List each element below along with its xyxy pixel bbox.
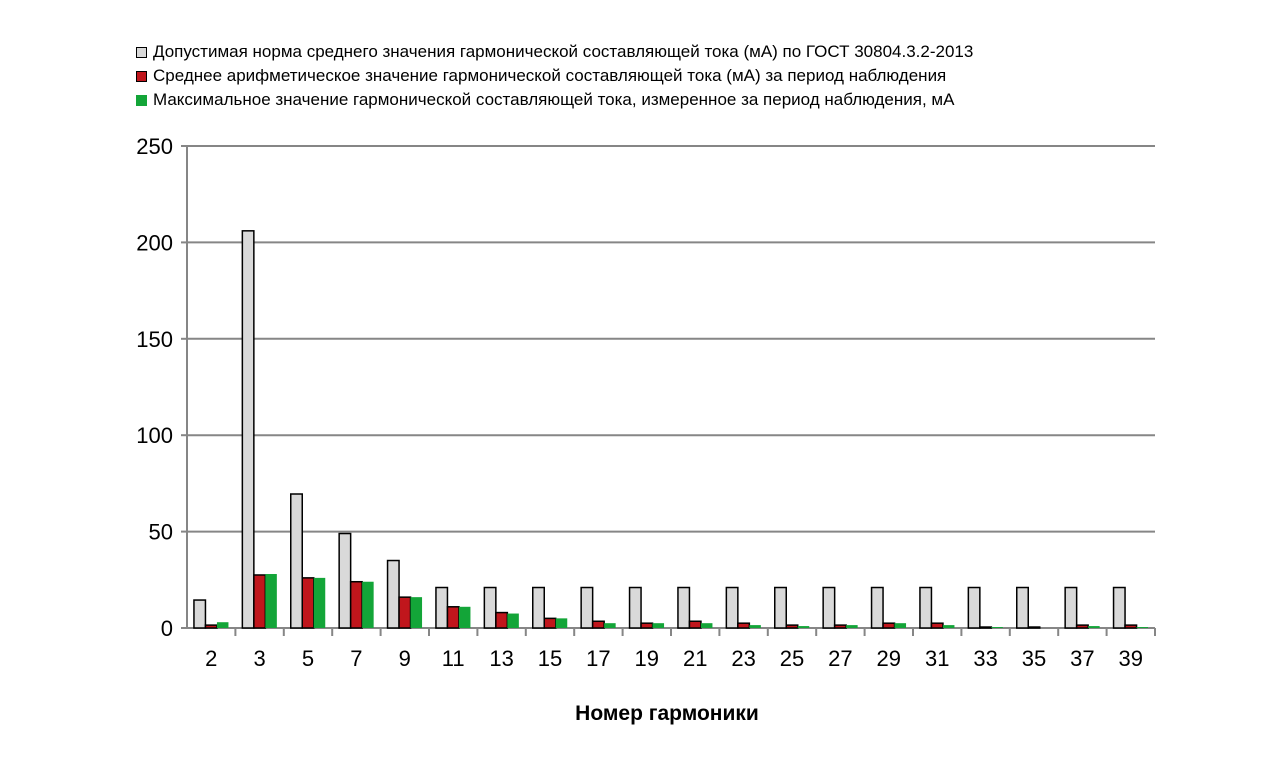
x-tick-label: 11	[442, 646, 465, 671]
bar-mean	[301, 577, 315, 629]
x-tick-label: 23	[731, 646, 755, 671]
bar-max	[410, 597, 423, 628]
bar-max	[894, 623, 907, 628]
bar-norm	[241, 230, 255, 629]
bar-mean	[253, 574, 267, 629]
x-tick-label: 19	[635, 646, 659, 671]
y-tick-label: 100	[136, 423, 173, 448]
bar-max	[846, 625, 858, 628]
bar-max	[991, 627, 1003, 628]
bar-norm	[435, 586, 449, 629]
y-tick-label: 50	[149, 520, 173, 545]
bar-mean	[1075, 624, 1089, 629]
bar-max	[458, 606, 471, 628]
bar-max	[362, 581, 374, 628]
bar-mean	[349, 580, 363, 629]
bar-norm	[967, 586, 981, 629]
bar-norm	[725, 586, 739, 629]
y-tick-label: 200	[136, 230, 173, 255]
x-tick-label: 35	[1022, 646, 1046, 671]
x-tick-label: 15	[538, 646, 562, 671]
y-tick-label: 150	[136, 327, 173, 352]
bar-max	[507, 613, 519, 628]
legend-label: Максимальное значение гармонической сост…	[153, 90, 955, 109]
bar-max	[1088, 626, 1100, 628]
bar-norm	[580, 586, 594, 629]
bar-norm	[532, 586, 545, 629]
x-tick-label: 27	[828, 646, 852, 671]
bar-norm	[919, 586, 933, 629]
bar-mean	[543, 617, 557, 629]
legend-item: Допустимая норма среднего значения гармо…	[136, 40, 973, 64]
bar-max	[652, 623, 665, 628]
legend-swatch	[136, 94, 147, 106]
bar-norm	[338, 532, 352, 629]
bar-mean	[688, 620, 702, 629]
bar-norm	[628, 586, 642, 629]
x-tick-label: 13	[489, 646, 513, 671]
x-tick-label: 21	[683, 646, 707, 671]
x-tick-label: 17	[586, 646, 610, 671]
x-tick-label: 39	[1119, 646, 1143, 671]
x-tick-label: 29	[877, 646, 901, 671]
legend-item: Максимальное значение гармонической сост…	[136, 88, 973, 112]
bar-norm	[290, 493, 303, 629]
x-tick-label: 3	[253, 646, 265, 671]
bar-mean	[979, 626, 993, 629]
x-tick-label: 37	[1070, 646, 1094, 671]
bar-norm	[1064, 586, 1078, 629]
y-tick-label: 250	[136, 134, 173, 159]
bar-norm	[870, 586, 884, 629]
bar-mean	[495, 611, 509, 629]
bar-norm	[386, 559, 400, 629]
bar-norm	[677, 586, 691, 629]
bar-mean	[1027, 626, 1041, 629]
bar-mean	[204, 624, 218, 629]
bar-max	[265, 574, 277, 628]
bar-max	[942, 625, 955, 628]
x-tick-label: 9	[399, 646, 411, 671]
bar-max	[1136, 627, 1149, 628]
bar-max	[216, 622, 229, 628]
bar-mean	[591, 620, 605, 629]
bar-norm	[193, 599, 207, 629]
legend-swatch	[136, 46, 147, 58]
x-axis-title: Номер гармоники	[575, 702, 759, 725]
legend: Допустимая норма среднего значения гармо…	[136, 40, 973, 112]
bar-max	[749, 625, 761, 628]
x-tick-label: 2	[205, 646, 217, 671]
bar-mean	[833, 624, 847, 629]
bar-max	[604, 623, 616, 628]
x-tick-label: 31	[925, 646, 949, 671]
bar-norm	[822, 586, 836, 629]
bar-max	[555, 618, 568, 628]
x-tick-label: 33	[973, 646, 997, 671]
bar-norm	[774, 586, 787, 629]
bar-norm	[1016, 586, 1029, 629]
bar-mean	[446, 606, 460, 629]
bar-mean	[1124, 624, 1138, 629]
bar-mean	[398, 596, 412, 629]
legend-label: Допустимая норма среднего значения гармо…	[153, 42, 974, 61]
bar-mean	[640, 622, 654, 629]
bar-max	[797, 626, 810, 628]
bar-mean	[737, 622, 751, 629]
x-tick-label: 25	[780, 646, 804, 671]
legend-swatch	[136, 70, 147, 82]
bar-norm	[1112, 586, 1126, 629]
bar-max	[313, 577, 326, 628]
x-tick-label: 5	[302, 646, 314, 671]
bar-mean	[785, 624, 799, 629]
x-tick-label: 7	[350, 646, 362, 671]
legend-label: Среднее арифметическое значение гармонич…	[153, 66, 947, 85]
bar-max	[700, 623, 713, 628]
legend-item: Среднее арифметическое значение гармонич…	[136, 64, 973, 88]
bar-mean	[882, 622, 896, 629]
bar-norm	[483, 586, 497, 629]
y-tick-label: 0	[161, 616, 173, 641]
bar-mean	[930, 622, 944, 629]
